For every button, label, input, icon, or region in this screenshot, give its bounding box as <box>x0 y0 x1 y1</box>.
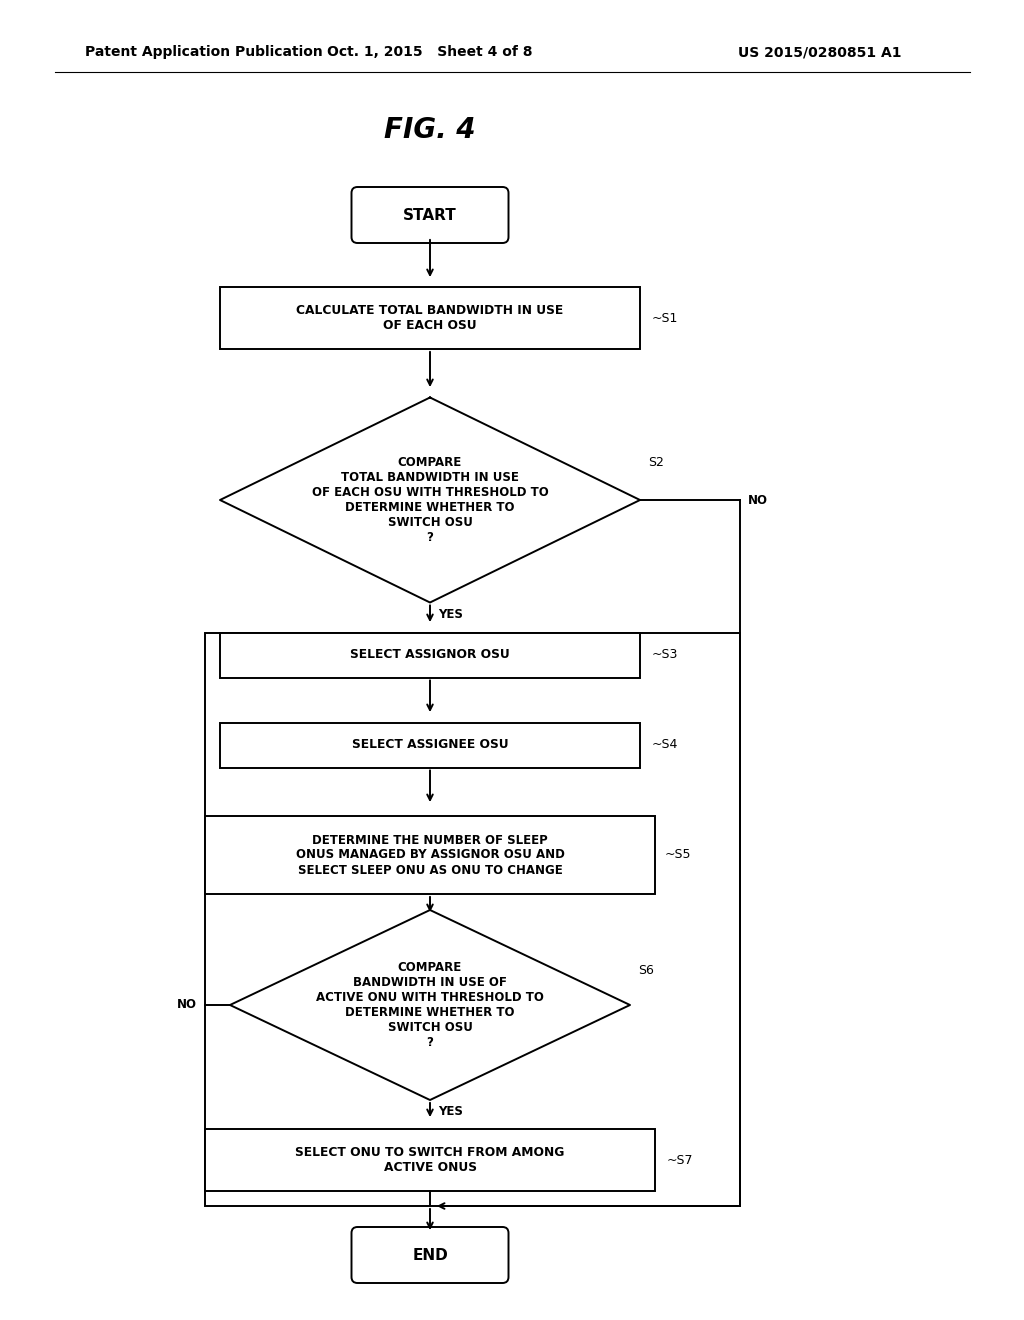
Bar <box>205 1129 655 1191</box>
Text: YES: YES <box>438 609 463 622</box>
Text: ~S3: ~S3 <box>652 648 678 661</box>
Text: S2: S2 <box>648 455 664 469</box>
Text: ~S4: ~S4 <box>652 738 678 751</box>
Text: ~S7: ~S7 <box>667 1154 693 1167</box>
Bar <box>205 816 655 894</box>
Text: NO: NO <box>177 998 197 1011</box>
Bar <box>220 286 640 348</box>
Text: YES: YES <box>438 1105 463 1118</box>
Bar <box>220 722 640 767</box>
Text: COMPARE
BANDWIDTH IN USE OF
ACTIVE ONU WITH THRESHOLD TO
DETERMINE WHETHER TO
SW: COMPARE BANDWIDTH IN USE OF ACTIVE ONU W… <box>316 961 544 1049</box>
Text: NO: NO <box>748 494 768 507</box>
Text: S6: S6 <box>638 964 654 977</box>
Text: SELECT ONU TO SWITCH FROM AMONG
ACTIVE ONUS: SELECT ONU TO SWITCH FROM AMONG ACTIVE O… <box>295 1146 564 1173</box>
Text: SELECT ASSIGNOR OSU: SELECT ASSIGNOR OSU <box>350 648 510 661</box>
Polygon shape <box>230 909 630 1100</box>
Text: Patent Application Publication: Patent Application Publication <box>85 45 323 59</box>
Text: ~S5: ~S5 <box>665 849 691 862</box>
Text: START: START <box>403 207 457 223</box>
Text: SELECT ASSIGNEE OSU: SELECT ASSIGNEE OSU <box>351 738 508 751</box>
Polygon shape <box>220 397 640 602</box>
Text: Oct. 1, 2015   Sheet 4 of 8: Oct. 1, 2015 Sheet 4 of 8 <box>328 45 532 59</box>
Text: COMPARE
TOTAL BANDWIDTH IN USE
OF EACH OSU WITH THRESHOLD TO
DETERMINE WHETHER T: COMPARE TOTAL BANDWIDTH IN USE OF EACH O… <box>311 455 549 544</box>
Text: END: END <box>412 1247 447 1262</box>
Text: FIG. 4: FIG. 4 <box>384 116 476 144</box>
Bar <box>205 632 740 1206</box>
Text: CALCULATE TOTAL BANDWIDTH IN USE
OF EACH OSU: CALCULATE TOTAL BANDWIDTH IN USE OF EACH… <box>296 304 563 333</box>
Text: DETERMINE THE NUMBER OF SLEEP
ONUS MANAGED BY ASSIGNOR OSU AND
SELECT SLEEP ONU : DETERMINE THE NUMBER OF SLEEP ONUS MANAG… <box>296 833 564 876</box>
FancyBboxPatch shape <box>351 187 509 243</box>
FancyBboxPatch shape <box>351 1228 509 1283</box>
Text: US 2015/0280851 A1: US 2015/0280851 A1 <box>738 45 902 59</box>
Bar <box>220 632 640 677</box>
Text: ~S1: ~S1 <box>652 312 678 325</box>
